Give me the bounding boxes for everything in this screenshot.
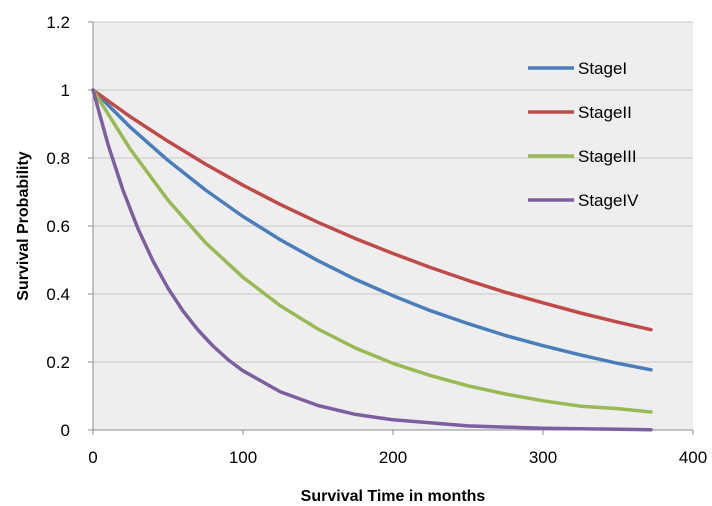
y-tick-label: 0.4 — [46, 285, 70, 304]
y-tick-label: 0.2 — [46, 353, 70, 372]
y-tick-label: 0 — [61, 421, 70, 440]
legend-label-stageiv: StageIV — [578, 191, 639, 210]
legend: StageI StageII StageIII StageIV — [528, 59, 639, 210]
series-line-stageiii — [91, 88, 653, 414]
x-tick-label: 400 — [679, 448, 707, 467]
series-lines — [91, 88, 653, 432]
series-line-stageiv — [91, 88, 653, 432]
x-tick-label: 300 — [529, 448, 557, 467]
x-tick-label: 200 — [379, 448, 407, 467]
legend-label-stageiii: StageIII — [578, 147, 637, 166]
y-tick-label: 1 — [61, 81, 70, 100]
series-line-stageii — [91, 88, 653, 332]
x-tick-label: 100 — [229, 448, 257, 467]
y-tick-label: 1.2 — [46, 13, 70, 32]
x-axis-title: Survival Time in months — [301, 488, 486, 505]
legend-label-stagei: StageI — [578, 59, 627, 78]
y-tick-label: 0.6 — [46, 217, 70, 236]
series-line-stagei — [91, 88, 653, 372]
x-tick-label: 0 — [88, 448, 97, 467]
y-axis-title: Survival Probability — [15, 151, 32, 300]
y-tick-label: 0.8 — [46, 149, 70, 168]
legend-label-stageii: StageII — [578, 103, 632, 122]
